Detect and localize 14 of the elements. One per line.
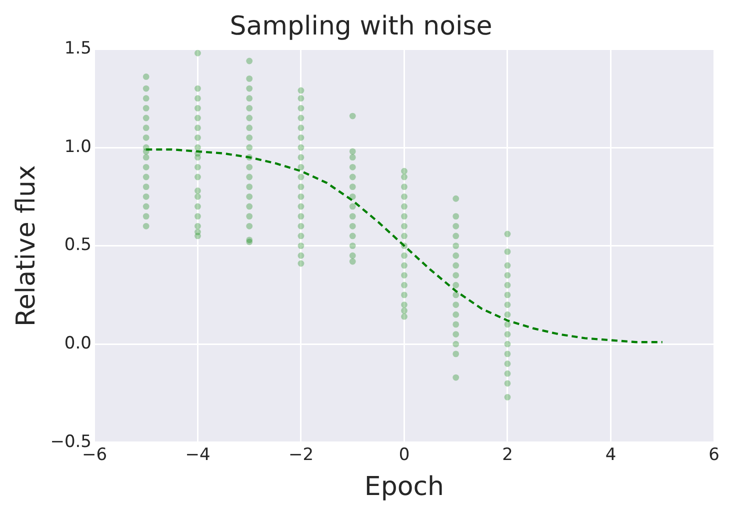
y-tick-label: 0.0 <box>64 334 92 354</box>
x-tick-label: 2 <box>502 445 513 466</box>
x-tick-label: −4 <box>185 445 210 466</box>
y-tick-label: 1.5 <box>64 38 92 59</box>
chart-title: Sampling with noise <box>230 11 492 42</box>
y-tick-label: 1.0 <box>64 136 92 157</box>
y-axis-title: Relative flux <box>11 165 42 326</box>
x-tick-label: 6 <box>708 445 720 466</box>
y-tick-label: −0.5 <box>50 432 92 452</box>
y-tick-label: 0.5 <box>64 235 92 256</box>
x-tick-label: −2 <box>288 445 314 466</box>
x-tick-label: 4 <box>605 445 616 466</box>
x-axis-title: Epoch <box>364 472 444 502</box>
x-tick-label: 0 <box>398 445 410 466</box>
